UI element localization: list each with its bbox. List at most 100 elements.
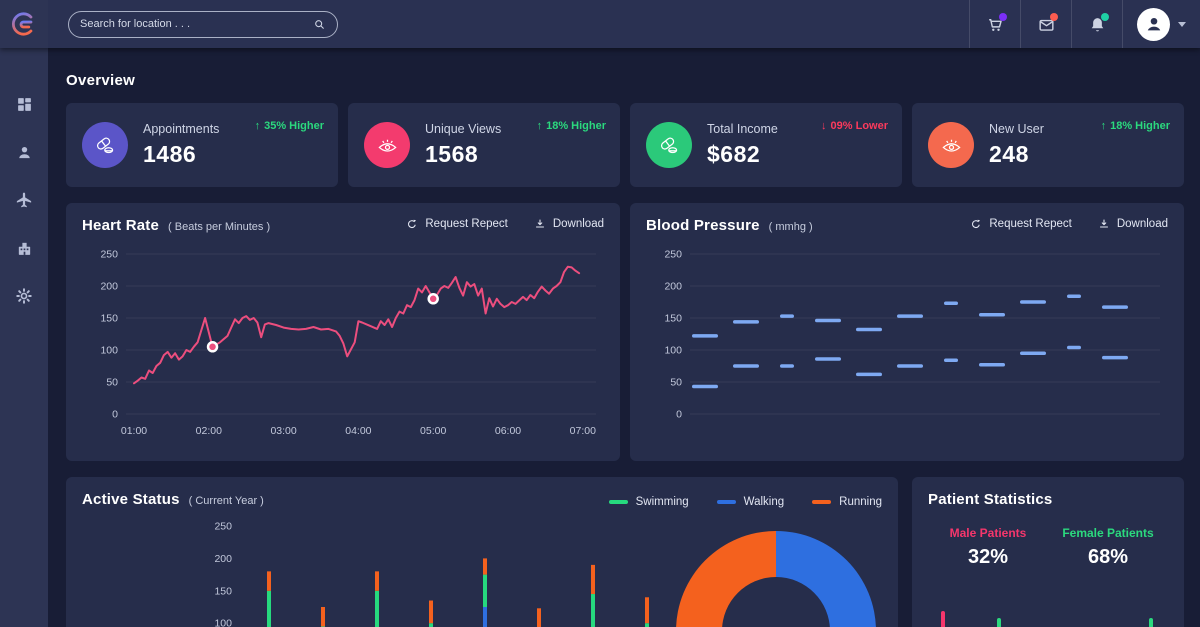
svg-text:250: 250 — [214, 521, 232, 533]
sidebar-item-patients[interactable] — [0, 128, 48, 176]
notifications-badge — [1101, 13, 1109, 21]
stat-label: New User — [989, 122, 1044, 136]
heart-rate-card: Heart Rate ( Beats per Minutes ) Request… — [66, 203, 620, 461]
blood-pressure-chart: 0 50 100 150 200 250 — [664, 249, 1160, 421]
download-button[interactable]: Download — [534, 218, 604, 230]
profile-menu[interactable] — [1122, 0, 1200, 48]
svg-text:150: 150 — [664, 313, 682, 325]
svg-text:100: 100 — [664, 345, 682, 357]
blood-pressure-subtitle: ( mmhg ) — [768, 221, 813, 233]
plane-icon — [16, 192, 32, 208]
stat-value: 1486 — [143, 141, 197, 167]
heart-rate-title: Heart Rate — [82, 217, 160, 234]
stat-value: $682 — [707, 141, 761, 167]
svg-text:07:00: 07:00 — [570, 425, 596, 437]
svg-text:200: 200 — [664, 281, 682, 293]
patient-mini-bar — [1149, 618, 1153, 627]
eye-icon — [364, 122, 410, 168]
svg-text:200: 200 — [100, 281, 118, 293]
female-patients-label: Female Patients — [1062, 526, 1154, 540]
cart-icon — [988, 18, 1002, 31]
refresh-button[interactable]: Request Repect — [970, 218, 1072, 230]
donut-hole — [722, 577, 830, 627]
chart-legend: Swimming Walking Running — [608, 496, 882, 508]
pills-icon — [646, 122, 692, 168]
pills-icon — [82, 122, 128, 168]
sidebar-item-settings[interactable] — [0, 272, 48, 320]
charts-row: Heart Rate ( Beats per Minutes ) Request… — [66, 203, 1184, 461]
blood-pressure-title: Blood Pressure — [646, 217, 760, 234]
svg-text:150: 150 — [214, 585, 232, 597]
svg-text:0: 0 — [676, 409, 682, 421]
search-icon[interactable] — [313, 18, 326, 31]
svg-text:100: 100 — [214, 618, 232, 627]
heart-rate-subtitle: ( Beats per Minutes ) — [168, 221, 271, 233]
download-icon — [1099, 219, 1108, 228]
mail-icon — [1038, 19, 1054, 31]
running-swatch — [812, 500, 832, 504]
legend-item-swimming: Swimming — [608, 496, 689, 508]
eye-icon — [928, 122, 974, 168]
svg-text:200: 200 — [214, 553, 232, 565]
svg-text:01:00: 01:00 — [121, 425, 147, 437]
stat-card-new-user: New User 248 ↑ 18% Higher — [912, 103, 1184, 187]
messages-badge — [1050, 13, 1058, 21]
patient-statistics-title: Patient Statistics — [928, 491, 1053, 508]
svg-text:50: 50 — [670, 377, 682, 389]
svg-text:05:00: 05:00 — [420, 425, 446, 437]
stat-label: Total Income — [707, 122, 778, 136]
avatar — [1137, 7, 1170, 41]
stat-label: Unique Views — [425, 122, 502, 136]
main-content: Overview Appointments 1486 ↑ 35% Higher — [48, 48, 1200, 627]
page-title: Overview — [66, 72, 136, 89]
svg-text:06:00: 06:00 — [495, 425, 521, 437]
svg-text:50: 50 — [106, 377, 118, 389]
gear-icon — [16, 288, 32, 304]
topbar — [0, 0, 1200, 48]
stat-label: Appointments — [143, 122, 220, 136]
legend-item-running: Running — [812, 496, 882, 508]
app-logo[interactable] — [0, 0, 48, 48]
stats-row: Appointments 1486 ↑ 35% Higher Unique Vie… — [66, 103, 1184, 187]
sidebar-item-hospital[interactable] — [0, 224, 48, 272]
download-button[interactable]: Download — [1098, 218, 1168, 230]
svg-text:100: 100 — [100, 345, 118, 357]
topbar-actions — [969, 0, 1200, 48]
stat-card-unique-views: Unique Views 1568 ↑ 18% Higher — [348, 103, 620, 187]
stat-delta: ↑ 35% Higher — [254, 120, 324, 132]
sidebar-item-travel[interactable] — [0, 176, 48, 224]
search-input[interactable] — [80, 18, 313, 30]
svg-text:250: 250 — [664, 249, 682, 261]
messages-button[interactable] — [1020, 0, 1071, 48]
stat-delta: ↑ 18% Higher — [1100, 120, 1170, 132]
svg-text:0: 0 — [112, 409, 118, 421]
cart-badge — [999, 13, 1007, 21]
blood-pressure-card: Blood Pressure ( mmhg ) Request Repect — [630, 203, 1184, 461]
active-status-subtitle: ( Current Year ) — [188, 495, 264, 507]
search-bar — [68, 10, 338, 38]
notifications-button[interactable] — [1071, 0, 1122, 48]
dashboard-icon — [17, 97, 31, 111]
user-icon — [18, 146, 30, 158]
stat-delta: ↓ 09% Lower — [821, 120, 888, 132]
female-patients-value: 68% — [1087, 546, 1129, 568]
stat-delta: ↑ 18% Higher — [536, 120, 606, 132]
svg-text:250: 250 — [100, 249, 118, 261]
svg-text:04:00: 04:00 — [345, 425, 371, 437]
refresh-icon — [972, 219, 981, 229]
cart-button[interactable] — [969, 0, 1020, 48]
male-patients-label: Male Patients — [949, 526, 1027, 540]
arrow-down-icon: ↓ — [821, 120, 827, 132]
user-avatar-icon — [1147, 17, 1160, 31]
sidebar — [0, 48, 48, 627]
svg-text:03:00: 03:00 — [270, 425, 296, 437]
heart-rate-chart: 0 50 100 150 200 250 01:00 02:00 03:00 04:00 05:00… — [100, 249, 596, 438]
bell-icon — [1091, 17, 1103, 31]
male-patients-value: 32% — [967, 546, 1009, 568]
sidebar-item-dashboard[interactable] — [0, 80, 48, 128]
arrow-up-icon: ↑ — [1100, 120, 1107, 132]
female-patients-stat: Female Patients 68% — [1048, 526, 1168, 569]
refresh-button[interactable]: Request Repect — [406, 218, 508, 230]
arrow-up-icon: ↑ — [536, 120, 543, 132]
active-status-card: Active Status ( Current Year ) Swimming … — [66, 477, 898, 627]
